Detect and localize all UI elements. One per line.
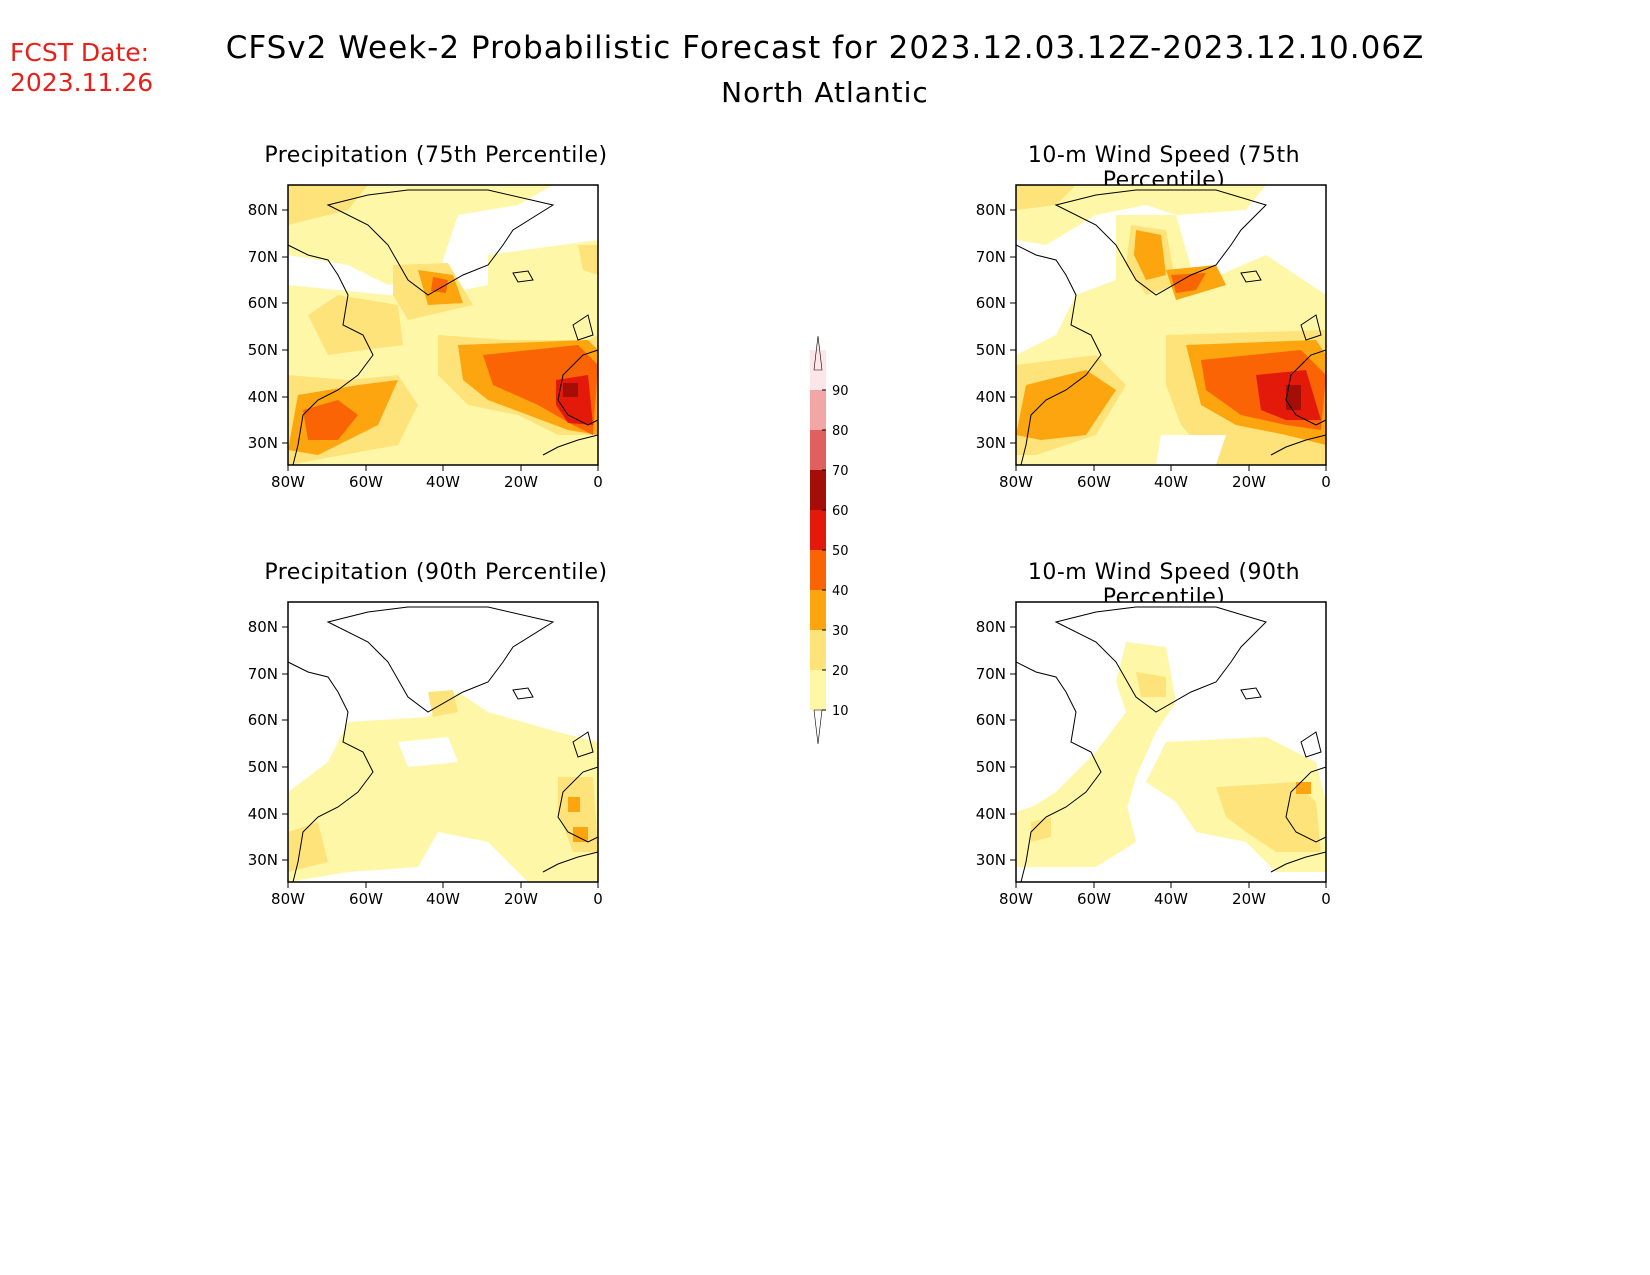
panel-wind90: 10-m Wind Speed (90th Percentile) 80N 7	[964, 560, 1384, 940]
colorbar-swatch	[810, 670, 826, 710]
lat-tick: 50N	[248, 341, 278, 359]
lat-tick: 30N	[248, 851, 278, 869]
colorbar-label: 60	[832, 504, 849, 519]
lat-tick: 70N	[248, 665, 278, 683]
colorbar-label: 10	[832, 704, 849, 719]
region-subtitle: North Atlantic	[721, 76, 929, 109]
lat-tick: 40N	[248, 805, 278, 823]
lat-tick: 40N	[976, 805, 1006, 823]
colorbar-label: 50	[832, 544, 849, 559]
lon-tick: 80W	[999, 890, 1033, 908]
lat-tick: 50N	[976, 758, 1006, 776]
lon-tick: 80W	[999, 473, 1033, 491]
lat-tick: 30N	[248, 434, 278, 452]
lat-tick: 40N	[248, 388, 278, 406]
lon-tick: 40W	[1154, 473, 1188, 491]
lat-tick: 80N	[248, 618, 278, 636]
lat-tick: 30N	[976, 434, 1006, 452]
colorbar-swatch	[810, 430, 826, 470]
panel-precip75: Precipitation (75th Percentile)	[236, 143, 656, 523]
lon-tick: 40W	[1154, 890, 1188, 908]
lon-tick: 80W	[271, 473, 305, 491]
lat-tick: 80N	[248, 201, 278, 219]
lon-tick: 20W	[504, 890, 538, 908]
fcst-date: FCST Date: 2023.11.26	[10, 38, 153, 98]
colorbar-label: 40	[832, 584, 849, 599]
lon-tick: 60W	[1077, 473, 1111, 491]
lon-tick: 0	[593, 890, 603, 908]
lat-tick: 80N	[976, 201, 1006, 219]
main-title: CFSv2 Week-2 Probabilistic Forecast for …	[225, 30, 1425, 66]
map-wind90: 80N 70N 60N 50N 40N 30N 80W 60W 40W 20W	[976, 601, 1331, 908]
panel-precip90: Precipitation (90th Percentile) 80N 70N	[236, 560, 656, 940]
lat-tick: 60N	[248, 711, 278, 729]
lat-tick: 40N	[976, 388, 1006, 406]
lat-tick: 60N	[976, 294, 1006, 312]
colorbar-swatch	[810, 470, 826, 510]
lat-tick: 70N	[976, 248, 1006, 266]
lon-tick: 60W	[349, 890, 383, 908]
lat-tick: 60N	[248, 294, 278, 312]
colorbar-label: 20	[832, 664, 849, 679]
panel-title: Precipitation (90th Percentile)	[264, 560, 608, 585]
panel-title: Precipitation (75th Percentile)	[264, 143, 608, 168]
lat-tick: 50N	[248, 758, 278, 776]
colorbar-swatch	[810, 390, 826, 430]
colorbar-bottom-arrow	[813, 709, 823, 745]
map-precip75: 80N 70N 60N 50N 40N 30N 80W 60W 40W 20W	[248, 184, 603, 491]
colorbar-swatch	[810, 550, 826, 590]
lon-tick: 20W	[504, 473, 538, 491]
lon-tick: 0	[593, 473, 603, 491]
lat-tick: 80N	[976, 618, 1006, 636]
colorbar-swatch	[810, 630, 826, 670]
colorbar-label: 80	[832, 424, 849, 439]
colorbar: 10 20 30 40 50 60 70 80 90	[810, 335, 849, 745]
lon-tick: 40W	[426, 473, 460, 491]
panel-wind75: 10-m Wind Speed (75th Percentile)	[964, 143, 1384, 523]
lon-tick: 40W	[426, 890, 460, 908]
lon-tick: 60W	[349, 473, 383, 491]
lon-tick: 60W	[1077, 890, 1111, 908]
colorbar-swatch	[810, 510, 826, 550]
lon-tick: 80W	[271, 890, 305, 908]
colorbar-top-arrow	[813, 335, 823, 371]
colorbar-label: 90	[832, 384, 849, 399]
lon-tick: 20W	[1232, 473, 1266, 491]
lat-tick: 70N	[248, 248, 278, 266]
lat-tick: 60N	[976, 711, 1006, 729]
map-wind75: 80N 70N 60N 50N 40N 30N 80W 60W 40W 20W	[976, 184, 1331, 491]
lat-tick: 30N	[976, 851, 1006, 869]
colorbar-label: 30	[832, 624, 849, 639]
lon-tick: 0	[1321, 890, 1331, 908]
lat-tick: 70N	[976, 665, 1006, 683]
lon-tick: 20W	[1232, 890, 1266, 908]
map-precip90: 80N 70N 60N 50N 40N 30N 80W 60W 40W 20W	[248, 601, 603, 908]
lat-tick: 50N	[976, 341, 1006, 359]
fcst-date-value: 2023.11.26	[10, 68, 154, 97]
colorbar-swatch	[810, 590, 826, 630]
fcst-date-label: FCST Date:	[10, 38, 150, 67]
lon-tick: 0	[1321, 473, 1331, 491]
colorbar-label: 70	[832, 464, 849, 479]
